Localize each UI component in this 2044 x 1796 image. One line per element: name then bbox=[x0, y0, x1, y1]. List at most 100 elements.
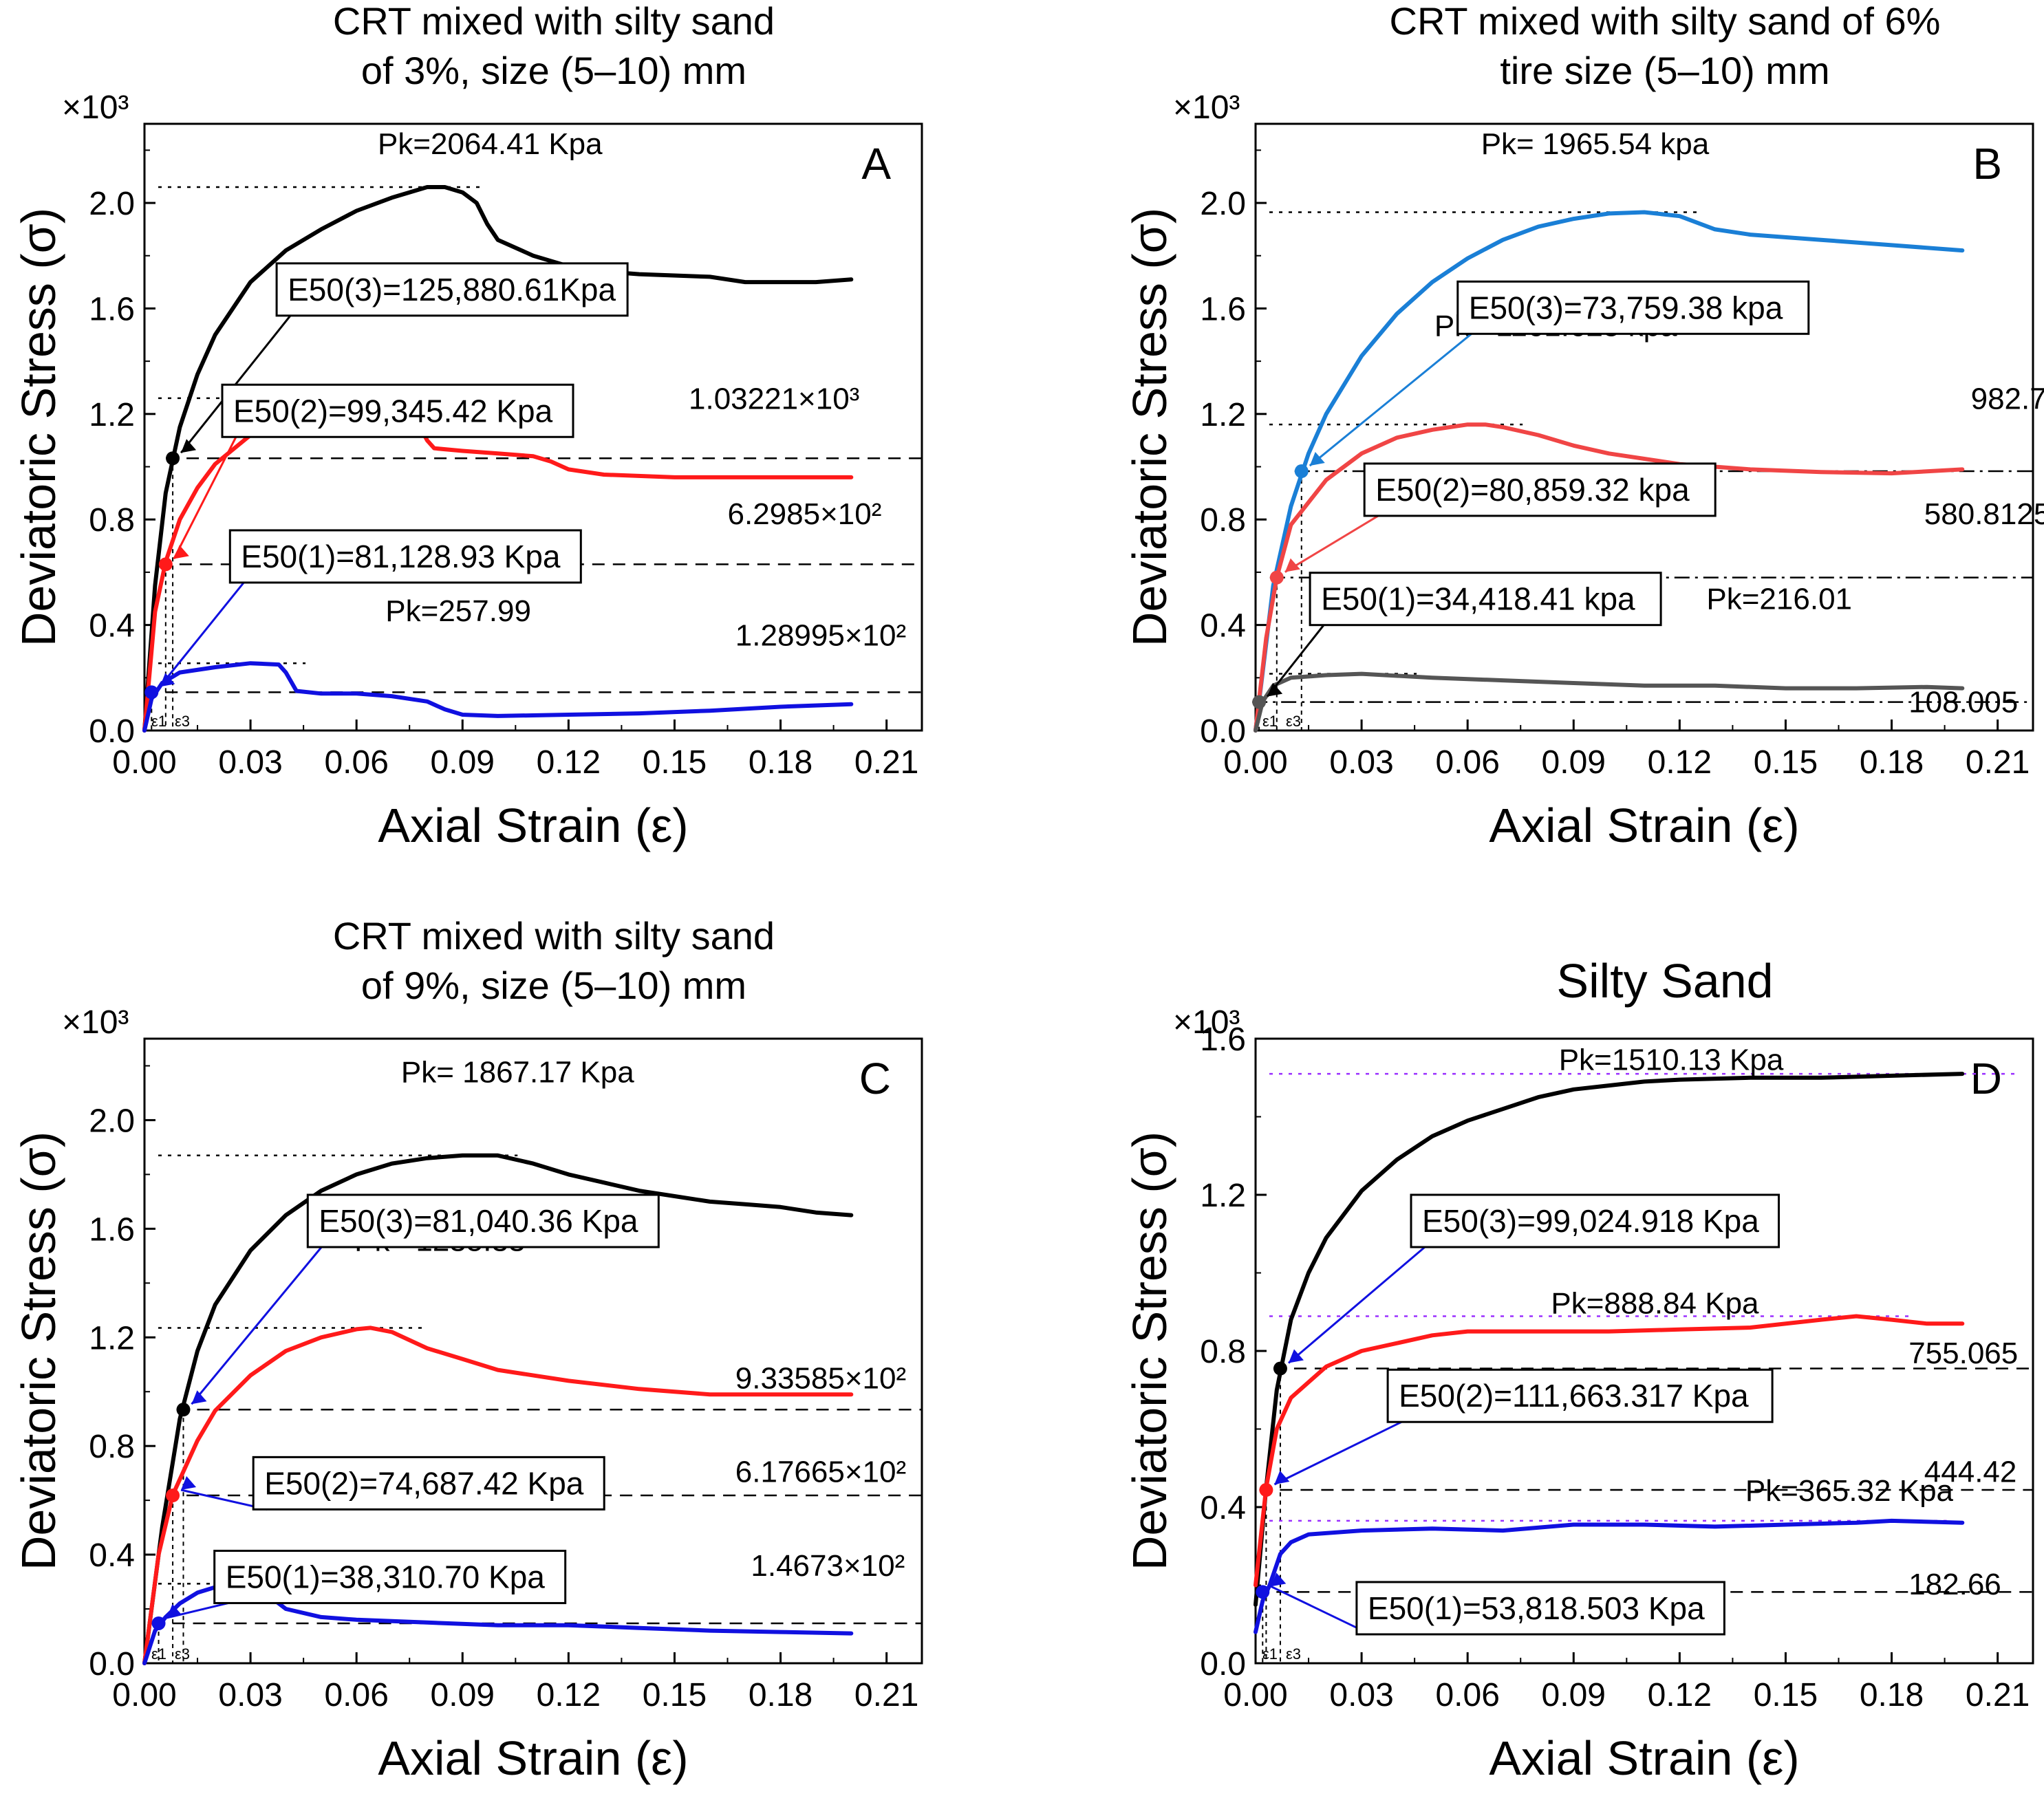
panel-letter: A bbox=[861, 139, 891, 188]
arrow-head bbox=[1309, 452, 1325, 466]
chart-title: tire size (5–10) mm bbox=[1500, 49, 1829, 92]
x-axis-label: Axial Strain (ε) bbox=[378, 1731, 688, 1785]
e50-point bbox=[1294, 464, 1309, 479]
value-annotation: 444.42 bbox=[1924, 1456, 2017, 1489]
e50-label: E50(2)=80,859.32 kpa bbox=[1375, 472, 1690, 508]
value-annotation: 6.2985×10² bbox=[728, 497, 882, 531]
value-annotation: Pk=216.01 bbox=[1706, 583, 1852, 616]
y-axis-label: Deviatoric Stress (σ) bbox=[1123, 208, 1176, 647]
e50-point bbox=[158, 557, 173, 572]
e50-box bbox=[1386, 1368, 1774, 1423]
value-annotation: Pk=365.32 Kpa bbox=[1745, 1474, 1954, 1508]
arrow-head bbox=[1274, 1471, 1290, 1485]
x-tick-label: 0.21 bbox=[854, 744, 918, 781]
e50-arrow bbox=[159, 581, 245, 688]
arrow-head bbox=[191, 1390, 207, 1405]
e50-label: E50(2)=111,663.317 Kpa bbox=[1399, 1378, 1749, 1414]
y-tick-label: 1.6 bbox=[89, 1211, 135, 1248]
value-annotation: Pk=257.99 bbox=[385, 594, 531, 628]
value-annotation: 1.03221×10³ bbox=[689, 382, 859, 416]
e50-box bbox=[221, 383, 574, 438]
x-axis-label: Axial Strain (ε) bbox=[1489, 799, 1799, 852]
y-tick-label: 1.2 bbox=[1200, 397, 1246, 433]
y-axis-label: Deviatoric Stress (σ) bbox=[12, 208, 65, 647]
chart-title: of 3%, size (5–10) mm bbox=[361, 49, 746, 92]
value-annotation: 1.28995×10² bbox=[735, 619, 906, 653]
x-tick-label: 0.18 bbox=[749, 1677, 813, 1713]
series-line bbox=[1254, 210, 1965, 733]
x-tick-label: 0.09 bbox=[1542, 744, 1606, 781]
chart-title: Silty Sand bbox=[1556, 954, 1773, 1008]
strain-label: ε1 bbox=[151, 713, 166, 730]
x-tick-label: 0.21 bbox=[1966, 1677, 2030, 1713]
panel-b: CRT mixed with silty sand of 6% tire size… bbox=[1123, 0, 2044, 852]
e50-label: E50(1)=34,418.41 kpa bbox=[1321, 581, 1635, 617]
panel-a: CRT mixed with silty sand of 3%, size (5–… bbox=[12, 0, 923, 852]
e50-point bbox=[1252, 695, 1267, 709]
y-tick-label: 1.6 bbox=[89, 291, 135, 327]
x-tick-label: 0.15 bbox=[1754, 744, 1818, 781]
strain-label: ε3 bbox=[175, 1645, 190, 1663]
e50-arrow bbox=[1284, 515, 1379, 573]
panel-letter: D bbox=[1970, 1054, 2002, 1103]
y-tick-label: 1.2 bbox=[89, 397, 135, 433]
x-tick-label: 0.18 bbox=[1860, 1677, 1924, 1713]
e50-label: E50(1)=38,310.70 Kpa bbox=[226, 1559, 546, 1595]
e50-arrow bbox=[1273, 1420, 1402, 1486]
chart-title: CRT mixed with silty sand bbox=[333, 0, 775, 43]
x-tick-label: 0.12 bbox=[1648, 744, 1712, 781]
e50-label: E50(3)=125,880.61Kpa bbox=[288, 272, 616, 307]
e50-point bbox=[1259, 1483, 1273, 1497]
series-line bbox=[1254, 1314, 1965, 1588]
e50-arrow bbox=[1287, 1246, 1426, 1364]
x-tick-label: 0.12 bbox=[537, 744, 601, 781]
x-tick-label: 0.21 bbox=[854, 1677, 918, 1713]
axis-multiplier: ×10³ bbox=[1173, 1004, 1240, 1041]
strain-label: ε3 bbox=[175, 713, 190, 730]
value-annotation: Pk=888.84 Kpa bbox=[1551, 1287, 1759, 1321]
e50-box bbox=[228, 529, 582, 584]
value-annotation: 755.065 bbox=[1908, 1337, 2018, 1370]
panel-c: CRT mixed with silty sand of 9%, size (5–… bbox=[12, 914, 923, 1785]
e50-arrow bbox=[1266, 624, 1325, 697]
y-tick-label: 0.0 bbox=[1200, 1646, 1246, 1683]
plot-frame bbox=[1254, 122, 2034, 732]
y-tick-label: 1.6 bbox=[1200, 291, 1246, 327]
axis-multiplier: ×10³ bbox=[1173, 89, 1240, 126]
y-tick-label: 0.8 bbox=[89, 502, 135, 539]
e50-point bbox=[151, 1616, 166, 1630]
e50-label: E50(3)=99,024.918 Kpa bbox=[1422, 1203, 1759, 1239]
x-axis-label: Axial Strain (ε) bbox=[378, 799, 688, 852]
y-tick-label: 1.2 bbox=[89, 1320, 135, 1356]
value-annotation: Pk= 1867.17 Kpa bbox=[401, 1056, 634, 1090]
x-tick-label: 0.03 bbox=[218, 744, 282, 781]
x-tick-label: 0.15 bbox=[643, 1677, 707, 1713]
y-tick-label: 2.0 bbox=[89, 1103, 135, 1139]
e50-label: E50(2)=74,687.42 Kpa bbox=[264, 1465, 584, 1501]
x-tick-label: 0.00 bbox=[112, 744, 176, 781]
e50-arrow bbox=[1309, 333, 1472, 467]
e50-box bbox=[1355, 1581, 1725, 1636]
y-tick-label: 2.0 bbox=[1200, 186, 1246, 222]
y-tick-label: 2.0 bbox=[89, 186, 135, 222]
strain-label: ε3 bbox=[1286, 713, 1301, 730]
x-tick-label: 0.00 bbox=[112, 1677, 176, 1713]
x-axis-label: Axial Strain (ε) bbox=[1489, 1731, 1799, 1785]
value-annotation: 982.77 bbox=[1971, 382, 2044, 416]
y-tick-label: 0.0 bbox=[89, 713, 135, 750]
value-annotation: 182.66 bbox=[1908, 1568, 2001, 1601]
series-line bbox=[1254, 1518, 1965, 1634]
y-axis-label: Deviatoric Stress (σ) bbox=[1123, 1132, 1176, 1570]
y-axis-label: Deviatoric Stress (σ) bbox=[12, 1132, 65, 1570]
strain-label: ε3 bbox=[1286, 1645, 1301, 1663]
e50-point bbox=[1269, 570, 1284, 585]
e50-point bbox=[144, 685, 159, 700]
x-tick-label: 0.06 bbox=[1435, 1677, 1499, 1713]
y-tick-label: 1.6 bbox=[1200, 1021, 1246, 1058]
y-tick-label: 0.4 bbox=[89, 608, 135, 645]
arrow-head bbox=[160, 673, 175, 687]
x-tick-label: 0.06 bbox=[1435, 744, 1499, 781]
series-line bbox=[142, 1581, 854, 1665]
strain-label: ε1 bbox=[1262, 713, 1278, 730]
